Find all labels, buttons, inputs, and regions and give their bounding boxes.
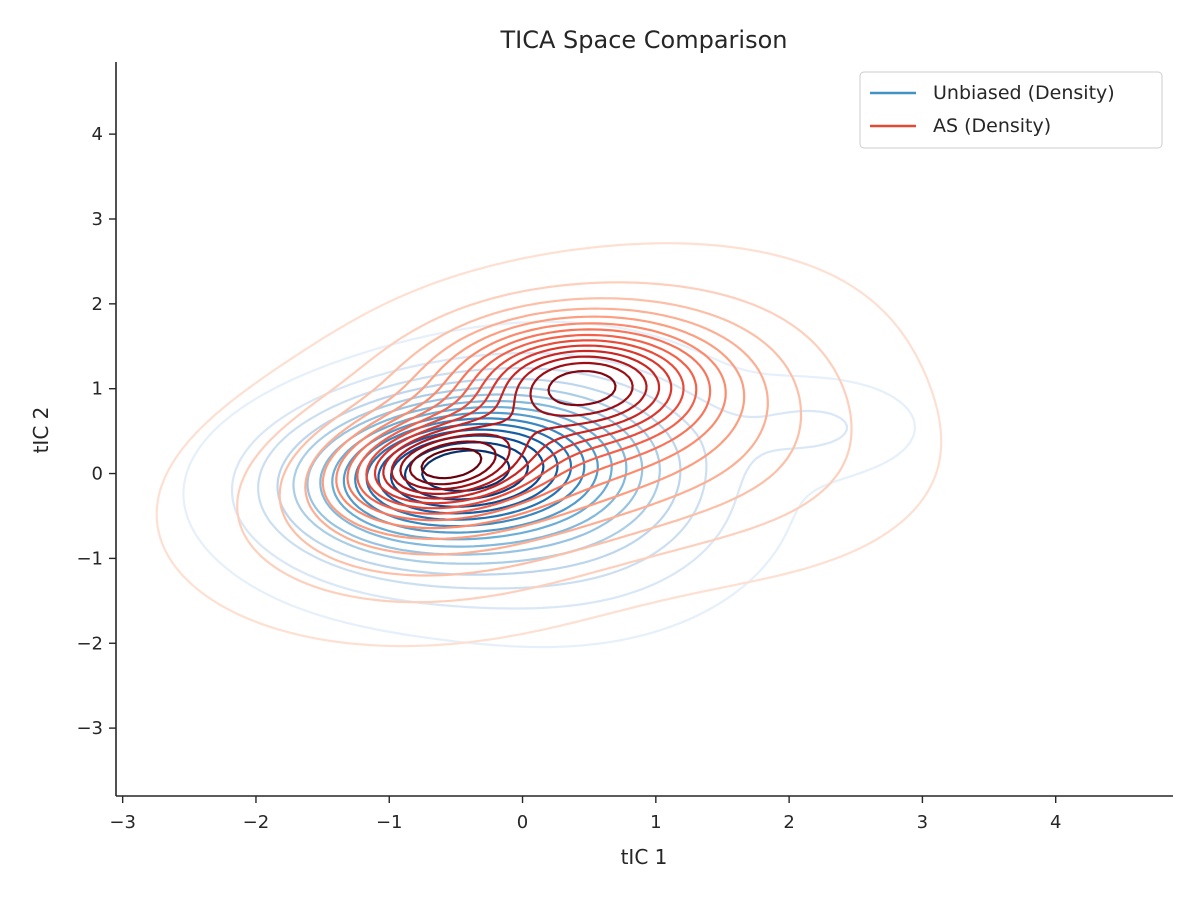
y-axis-label: tIC 2 [29, 407, 53, 454]
contour-level [304, 307, 769, 556]
contour-level [382, 349, 661, 500]
y-tick-label: 4 [92, 124, 103, 145]
contour-level [365, 339, 685, 510]
y-tick-label: −1 [76, 548, 103, 569]
contour-level [399, 361, 634, 491]
y-tick-label: 3 [92, 209, 103, 230]
contour-level [420, 447, 483, 480]
y-tick-label: 0 [92, 464, 103, 485]
x-tick-label: 3 [917, 812, 928, 833]
y-tick-label: −2 [76, 633, 103, 654]
contour-level [346, 328, 712, 522]
x-tick-label: −1 [376, 812, 403, 833]
x-tick-label: 2 [783, 812, 794, 833]
x-tick-label: 1 [650, 812, 661, 833]
y-tick-label: 2 [92, 294, 103, 315]
x-axis-label: tIC 1 [621, 845, 668, 869]
legend-label-unbiased: Unbiased (Density) [933, 82, 1115, 104]
contour-level [278, 297, 803, 577]
contour-level [321, 315, 746, 540]
legend-label-as: AS (Density) [933, 115, 1051, 137]
contour-level [236, 281, 853, 604]
x-tick-label: −2 [243, 812, 270, 833]
chart-title: TICA Space Comparison [499, 26, 787, 54]
contour-level [182, 320, 916, 649]
y-tick-label: 1 [92, 379, 103, 400]
y-ticks: −3 −2 −1 0 1 2 3 4 [76, 124, 116, 739]
legend: Unbiased (Density) AS (Density) [859, 71, 1163, 149]
x-ticks: −3 −2 −1 0 1 2 3 4 [109, 796, 1061, 833]
contour-level [230, 351, 849, 610]
plot-area [155, 242, 943, 649]
contour-level [155, 242, 943, 648]
legend-frame [859, 71, 1163, 149]
contours-as [155, 242, 943, 648]
contour-level [390, 355, 648, 495]
x-tick-label: 4 [1050, 812, 1061, 833]
x-tick-label: −3 [109, 812, 136, 833]
axes: −3 −2 −1 0 1 2 3 4 −3 −2 −1 0 1 2 3 4 [76, 62, 1173, 833]
contour-level [409, 370, 617, 486]
x-tick-label: 0 [517, 812, 528, 833]
contour-level [356, 333, 698, 515]
contour-level [335, 322, 727, 530]
contour-level [373, 344, 673, 505]
y-tick-label: −3 [76, 718, 103, 739]
